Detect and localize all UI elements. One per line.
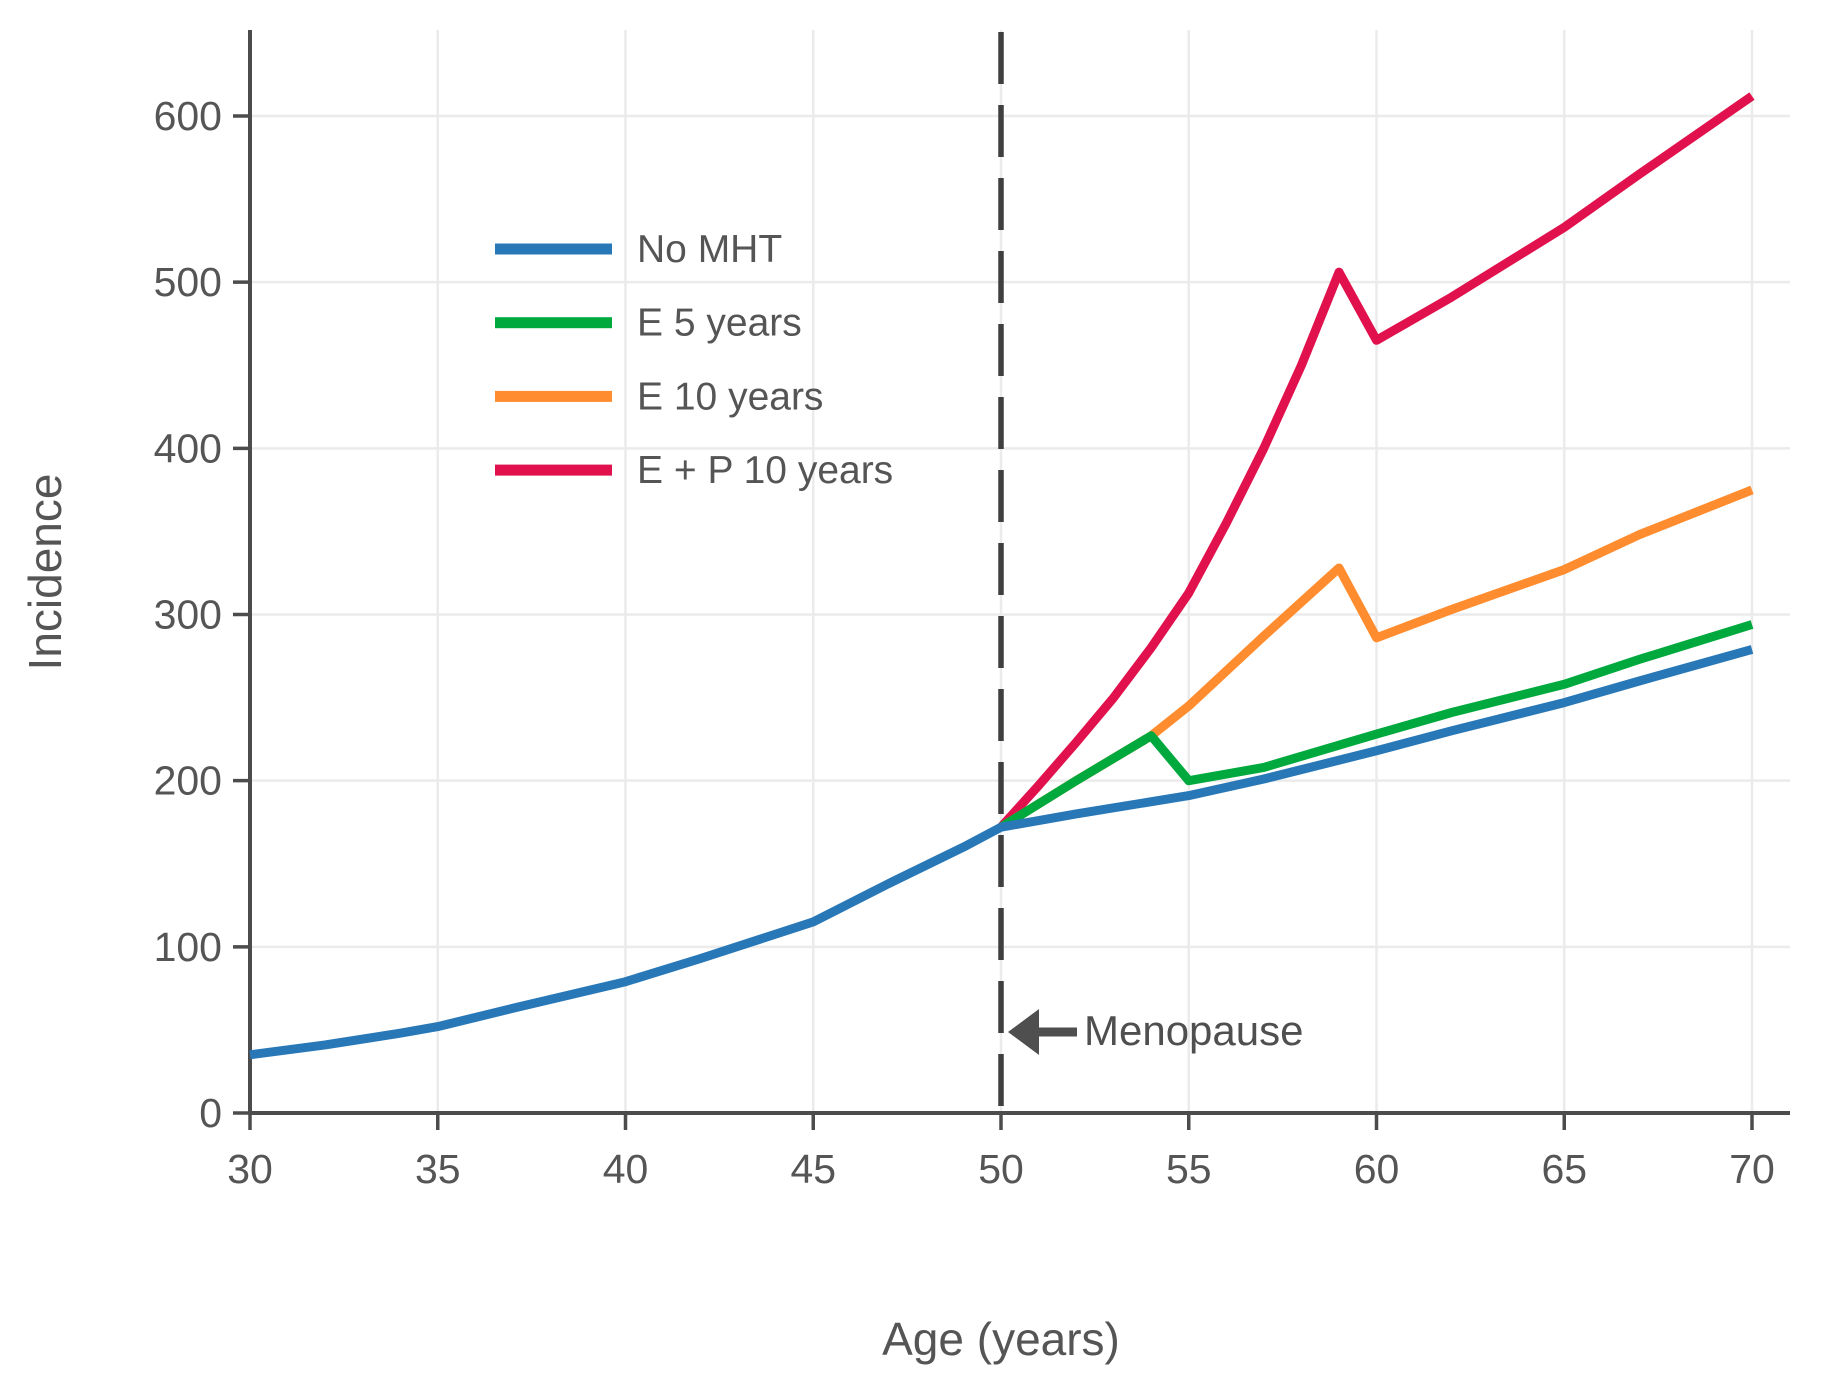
y-tick-label: 100 (154, 924, 222, 970)
legend-label-e-10-years: E 10 years (637, 375, 823, 418)
legend-label-e-p-10-years: E + P 10 years (637, 449, 893, 492)
legend-swatch-e-5-years (495, 317, 612, 329)
y-tick-label: 0 (199, 1090, 222, 1136)
legend-swatch-e-p-10-years (495, 464, 612, 476)
x-tick-label: 60 (1354, 1146, 1400, 1192)
menopause-arrow-icon (1008, 1009, 1077, 1055)
y-tick-label: 400 (154, 425, 222, 471)
x-axis-title: Age (years) (882, 1313, 1120, 1365)
y-tick-label: 600 (154, 93, 222, 139)
series-line-e-5-years (998, 620, 1754, 832)
legend-item-e-5-years: E 5 years (495, 302, 802, 345)
x-tick-label: 30 (227, 1146, 273, 1192)
x-tick-label: 70 (1729, 1146, 1775, 1192)
x-tick-label: 55 (1166, 1146, 1212, 1192)
legend-swatch-e-10-years (495, 390, 612, 402)
legend-item-e-10-years: E 10 years (495, 375, 823, 418)
menopause-annotation-label: Menopause (1084, 1007, 1304, 1055)
x-tick-label: 40 (603, 1146, 649, 1192)
legend-item-e-p-10-years: E + P 10 years (495, 449, 893, 492)
legend-label-e-5-years: E 5 years (637, 302, 802, 345)
series-line-no-mht (249, 645, 1754, 1060)
series-line-e-p-10-years (997, 92, 1755, 831)
arrow-head (1008, 1009, 1039, 1055)
legend-item-no-mht: No MHT (495, 228, 782, 271)
y-tick-label: 200 (154, 758, 222, 804)
y-tick-label: 500 (154, 259, 222, 305)
x-tick-label: 65 (1541, 1146, 1587, 1192)
arrow-shaft (1036, 1027, 1077, 1037)
y-tick-label: 300 (154, 592, 222, 638)
legend-swatch-no-mht (495, 243, 612, 255)
y-axis-title: Incidence (19, 473, 71, 671)
x-tick-label: 45 (790, 1146, 836, 1192)
x-tick-label: 35 (415, 1146, 461, 1192)
x-tick-label: 50 (978, 1146, 1024, 1192)
legend-label-no-mht: No MHT (637, 228, 782, 271)
